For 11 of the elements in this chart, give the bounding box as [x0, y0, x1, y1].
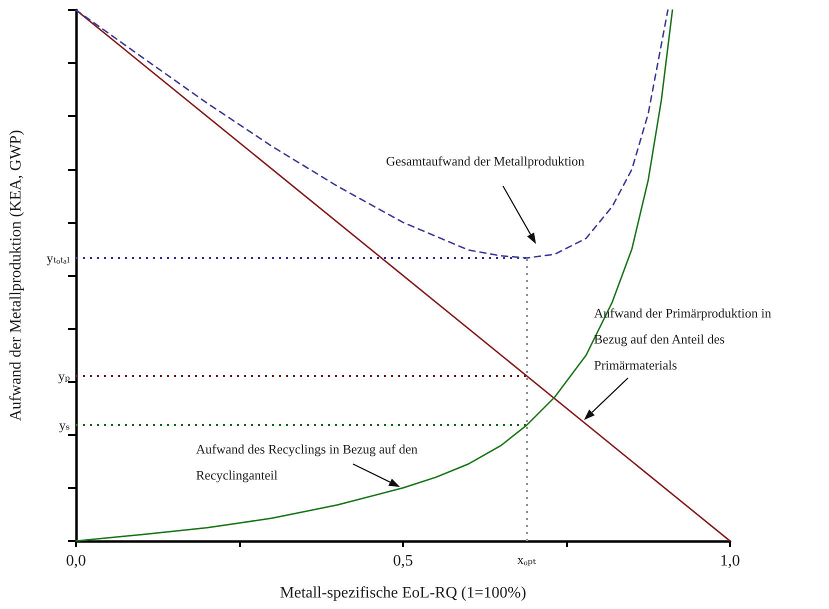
x-tick-label: 0,0	[66, 552, 86, 570]
annotation: Aufwand des Recyclings in Bezug auf den Recyclinganteil	[196, 442, 421, 482]
ref-line-label: yₛ	[59, 418, 70, 433]
ref-line-label: xₒₚₜ	[517, 552, 537, 567]
x-axis-title: Metall-spezifische EoL-RQ (1=100%)	[280, 584, 526, 602]
ref-line-label: yₚ	[58, 368, 70, 384]
y-axis-title: Aufwand der Metallproduktion (KEA, GWP)	[8, 130, 24, 422]
x-tick-label: 0,5	[393, 552, 413, 570]
annotation: Gesamtaufwand der Metallproduktion	[386, 154, 586, 168]
x-tick-label: 1,0	[720, 552, 740, 570]
ref-line-label: yₜₒₜₐₗ	[46, 250, 70, 266]
